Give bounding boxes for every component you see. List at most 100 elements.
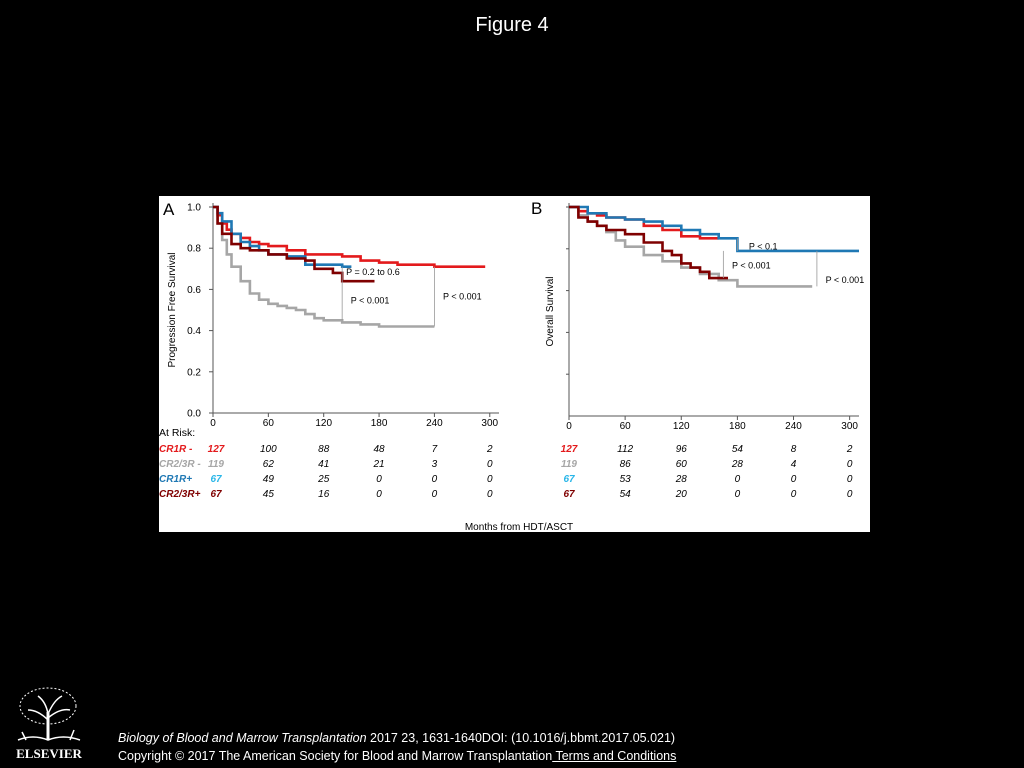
y-tick-label: 0.8 bbox=[187, 244, 201, 255]
at-risk-count: 8 bbox=[791, 444, 797, 455]
at-risk-initial: 67 bbox=[563, 474, 575, 485]
at-risk-count: 0 bbox=[487, 489, 493, 500]
at-risk-initial: 67 bbox=[210, 474, 222, 485]
km-curve-cr2-3r-neg bbox=[213, 205, 435, 328]
p-value-annotation: P < 0.001 bbox=[351, 296, 390, 306]
at-risk-count: 21 bbox=[373, 459, 385, 470]
at-risk-initial: 67 bbox=[210, 489, 222, 500]
citation-ref: 2017 23, 1631-1640DOI: (10.1016/j.bbmt.2… bbox=[366, 731, 676, 745]
terms-link[interactable]: Terms and Conditions bbox=[552, 749, 677, 763]
x-tick-label: 0 bbox=[210, 418, 216, 429]
at-risk-count: 41 bbox=[318, 459, 329, 470]
citation-line: Biology of Blood and Marrow Transplantat… bbox=[118, 729, 676, 747]
at-risk-count: 16 bbox=[318, 489, 330, 500]
at-risk-group-label: CR2/3R+ bbox=[159, 489, 201, 500]
x-tick-label: 60 bbox=[263, 418, 275, 429]
km-curve-cr1r-neg bbox=[213, 205, 352, 268]
y-tick-label: 1.0 bbox=[187, 203, 201, 214]
x-tick-label: 60 bbox=[620, 421, 632, 432]
x-tick-label: 300 bbox=[481, 418, 498, 429]
at-risk-count: 0 bbox=[487, 459, 493, 470]
at-risk-count: 53 bbox=[620, 474, 632, 485]
at-risk-count: 0 bbox=[735, 489, 741, 500]
at-risk-group-label: CR2/3R - bbox=[159, 459, 201, 470]
p-value-annotation: P = 0.2 to 0.6 bbox=[346, 267, 400, 277]
at-risk-initial: 119 bbox=[208, 459, 224, 470]
slide-title: Figure 4 bbox=[475, 14, 549, 36]
at-risk-count: 28 bbox=[675, 474, 688, 485]
at-risk-count: 2 bbox=[486, 444, 493, 455]
y-tick-label: 0.6 bbox=[187, 285, 201, 296]
at-risk-count: 54 bbox=[620, 489, 632, 500]
at-risk-count: 62 bbox=[263, 459, 275, 470]
at-risk-count: 0 bbox=[376, 489, 382, 500]
x-tick-label: 180 bbox=[729, 421, 746, 432]
at-risk-count: 96 bbox=[676, 444, 688, 455]
chart-panel-b: B 0 60 120 180 2 4 0 300 Overall Survival P < 0.1 P… bbox=[531, 199, 864, 500]
x-tick-label: 180 bbox=[371, 418, 388, 429]
at-risk-count: 0 bbox=[735, 474, 741, 485]
at-risk-count: 49 bbox=[263, 474, 275, 485]
km-curve-cr2-3r-neg bbox=[213, 205, 375, 283]
at-risk-count: 88 bbox=[318, 444, 330, 455]
at-risk-count: 7 bbox=[432, 444, 438, 455]
journal-name: Biology of Blood and Marrow Transplantat… bbox=[118, 731, 367, 745]
chart-panel-a: A0 60 120 180 240 3000.00.20.40.60.81.0Progre… bbox=[163, 200, 499, 500]
at-risk-count: 0 bbox=[376, 474, 382, 485]
at-risk-initial: 67 bbox=[563, 489, 575, 500]
at-risk-count: 60 bbox=[676, 459, 688, 470]
km-curve-cr2-3r-neg bbox=[569, 205, 728, 280]
x-axis-label: Months from HDT/ASCT bbox=[465, 522, 573, 532]
at-risk-initial: 127 bbox=[208, 444, 225, 455]
at-risk-count: 20 bbox=[675, 489, 688, 500]
at-risk-count: 4 bbox=[791, 459, 797, 470]
at-risk-count: 0 bbox=[432, 489, 438, 500]
footer: Biology of Blood and Marrow Transplantat… bbox=[118, 729, 676, 765]
p-value-annotation: P < 0.001 bbox=[732, 261, 771, 271]
km-curve-cr1r-neg bbox=[569, 205, 859, 253]
x-tick-label: 240 bbox=[426, 418, 443, 429]
x-tick-label: 0 bbox=[566, 421, 572, 432]
tree-icon bbox=[17, 687, 81, 741]
at-risk-group-label: CR1R+ bbox=[159, 474, 192, 485]
copyright-line: Copyright © 2017 The American Society fo… bbox=[118, 747, 676, 765]
figure-panel: A 0 60 120 180 240 300 0.0 0.2 0.4 0.6 0.8 1.0 Progre… bbox=[159, 196, 870, 532]
y-axis-label: Progression Free Survival bbox=[167, 252, 178, 367]
y-tick-label: 0.0 bbox=[187, 409, 201, 420]
p-value-annotation: P < 0.001 bbox=[443, 292, 482, 302]
copyright-text: Copyright © 2017 The American Society fo… bbox=[118, 749, 553, 763]
at-risk-table: At Risk: CR1R - 127 CR2/3R - 119 CR1R+ 67 CR2/3… bbox=[159, 427, 225, 500]
at-risk-count: 100 bbox=[260, 444, 277, 455]
at-risk-count: 0 bbox=[791, 474, 797, 485]
at-risk-count: 0 bbox=[791, 489, 797, 500]
elsevier-logo: ELSEVIER bbox=[16, 687, 82, 761]
at-risk-count: 25 bbox=[317, 474, 330, 485]
x-tick-label: 120 bbox=[315, 418, 332, 429]
figure-svg: A0 60 120 180 240 3000.00.20.40.60.81.0Progre… bbox=[159, 199, 864, 532]
y-axis-label: Overall Survival bbox=[545, 276, 556, 346]
at-risk-count: 2 bbox=[846, 444, 853, 455]
at-risk-count: 3 bbox=[432, 459, 438, 470]
p-value-annotation: P < 0.001 bbox=[826, 275, 865, 285]
x-tick-label: 300 bbox=[841, 421, 858, 432]
at-risk-count: 86 bbox=[620, 459, 632, 470]
at-risk-count: 45 bbox=[263, 489, 275, 500]
at-risk-count: 0 bbox=[432, 474, 438, 485]
logo-wordmark: ELSEVIER bbox=[16, 746, 82, 761]
panel-label: A bbox=[163, 200, 175, 219]
x-tick-label: 120 bbox=[673, 421, 690, 432]
at-risk-count: 54 bbox=[732, 444, 744, 455]
at-risk-count: 0 bbox=[847, 459, 853, 470]
y-tick-label: 0.4 bbox=[187, 326, 201, 337]
at-risk-header: At Risk: bbox=[159, 427, 195, 439]
at-risk-count: 0 bbox=[847, 474, 853, 485]
at-risk-count: 48 bbox=[374, 444, 386, 455]
at-risk-count: 0 bbox=[487, 474, 493, 485]
at-risk-initial: 127 bbox=[561, 444, 578, 455]
at-risk-count: 0 bbox=[847, 489, 853, 500]
km-curve-cr1r-neg bbox=[213, 205, 486, 268]
at-risk-group-label: CR1R - bbox=[159, 444, 193, 455]
at-risk-count: 28 bbox=[731, 459, 744, 470]
p-value-annotation: P < 0.1 bbox=[749, 242, 778, 252]
panel-label: B bbox=[531, 199, 542, 218]
